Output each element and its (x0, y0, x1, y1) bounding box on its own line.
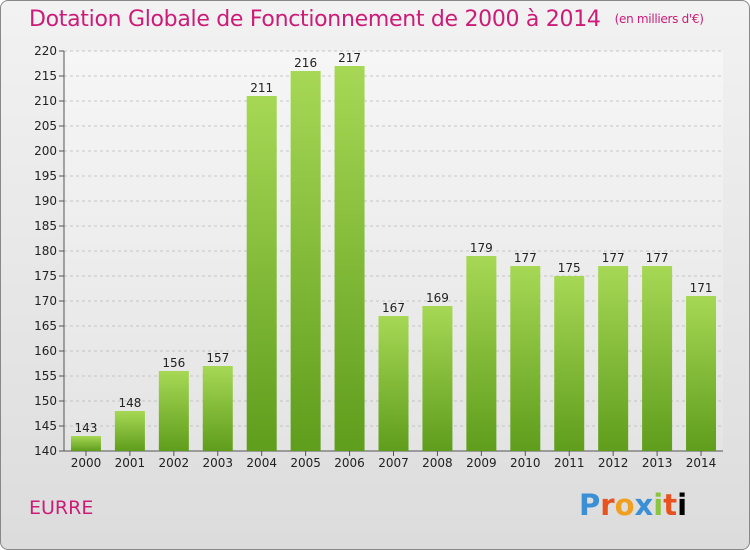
x-tick-label-2001: 2001 (115, 456, 146, 470)
bar-2012 (598, 266, 629, 451)
x-tick-label-2007: 2007 (378, 456, 409, 470)
data-label-2004: 211 (250, 81, 273, 95)
x-tick-label-2009: 2009 (466, 456, 497, 470)
y-tick-label: 220 (34, 44, 57, 58)
bar-2004 (246, 96, 277, 451)
x-tick-label-2002: 2002 (159, 456, 190, 470)
x-tick-label-2011: 2011 (554, 456, 585, 470)
x-tick-label-2005: 2005 (290, 456, 321, 470)
data-label-2011: 175 (558, 261, 581, 275)
data-label-2003: 157 (206, 351, 229, 365)
y-tick-label: 170 (34, 294, 57, 308)
y-tick-label: 175 (34, 269, 57, 283)
bar-2009 (466, 256, 497, 451)
x-tick-label-2014: 2014 (686, 456, 717, 470)
bar-2007 (378, 316, 409, 451)
bar-2011 (554, 276, 585, 451)
y-tick-label: 145 (34, 419, 57, 433)
y-tick-label: 195 (34, 169, 57, 183)
data-label-2014: 171 (690, 281, 713, 295)
y-tick-label: 165 (34, 319, 57, 333)
y-tick-label: 200 (34, 144, 57, 158)
x-tick-label-2010: 2010 (510, 456, 541, 470)
bar-2006 (334, 66, 365, 451)
bar-2001 (114, 411, 145, 451)
y-tick-label: 150 (34, 394, 57, 408)
data-label-2001: 148 (118, 396, 141, 410)
bar-2005 (290, 71, 321, 451)
bar-2013 (642, 266, 673, 451)
chart-subtitle: (en milliers d'€) (614, 12, 704, 26)
bar-2002 (158, 371, 189, 451)
data-label-2006: 217 (338, 51, 361, 65)
x-tick-label-2012: 2012 (598, 456, 629, 470)
data-label-2010: 177 (514, 251, 537, 265)
x-tick-label-2006: 2006 (334, 456, 365, 470)
proxiti-logo[interactable]: Proxiti (579, 488, 688, 522)
x-tick-label-2013: 2013 (642, 456, 673, 470)
chart-title-text: Dotation Globale de Fonctionnement de 20… (29, 7, 601, 32)
data-label-2009: 179 (470, 241, 493, 255)
x-tick-label-2008: 2008 (422, 456, 453, 470)
y-tick-label: 185 (34, 219, 57, 233)
y-tick-label: 215 (34, 69, 57, 83)
data-label-2005: 216 (294, 56, 317, 70)
data-label-2007: 167 (382, 301, 405, 315)
data-label-2008: 169 (426, 291, 449, 305)
y-tick-label: 140 (34, 444, 57, 458)
x-tick-label-2000: 2000 (71, 456, 102, 470)
data-label-2002: 156 (162, 356, 185, 370)
data-label-2013: 177 (646, 251, 669, 265)
data-label-2000: 143 (75, 421, 98, 435)
y-tick-label: 190 (34, 194, 57, 208)
y-tick-label: 160 (34, 344, 57, 358)
commune-name: EURRE (29, 497, 94, 519)
chart-title: Dotation Globale de Fonctionnement de 20… (29, 7, 704, 32)
bar-2008 (422, 306, 453, 451)
y-tick-label: 210 (34, 94, 57, 108)
y-tick-label: 180 (34, 244, 57, 258)
bar-2010 (510, 266, 541, 451)
x-tick-label-2003: 2003 (202, 456, 233, 470)
data-label-2012: 177 (602, 251, 625, 265)
y-tick-label: 155 (34, 369, 57, 383)
bar-2014 (686, 296, 717, 451)
bar-2000 (70, 436, 101, 451)
bar-2003 (202, 366, 233, 451)
x-tick-label-2004: 2004 (246, 456, 277, 470)
y-tick-label: 205 (34, 119, 57, 133)
